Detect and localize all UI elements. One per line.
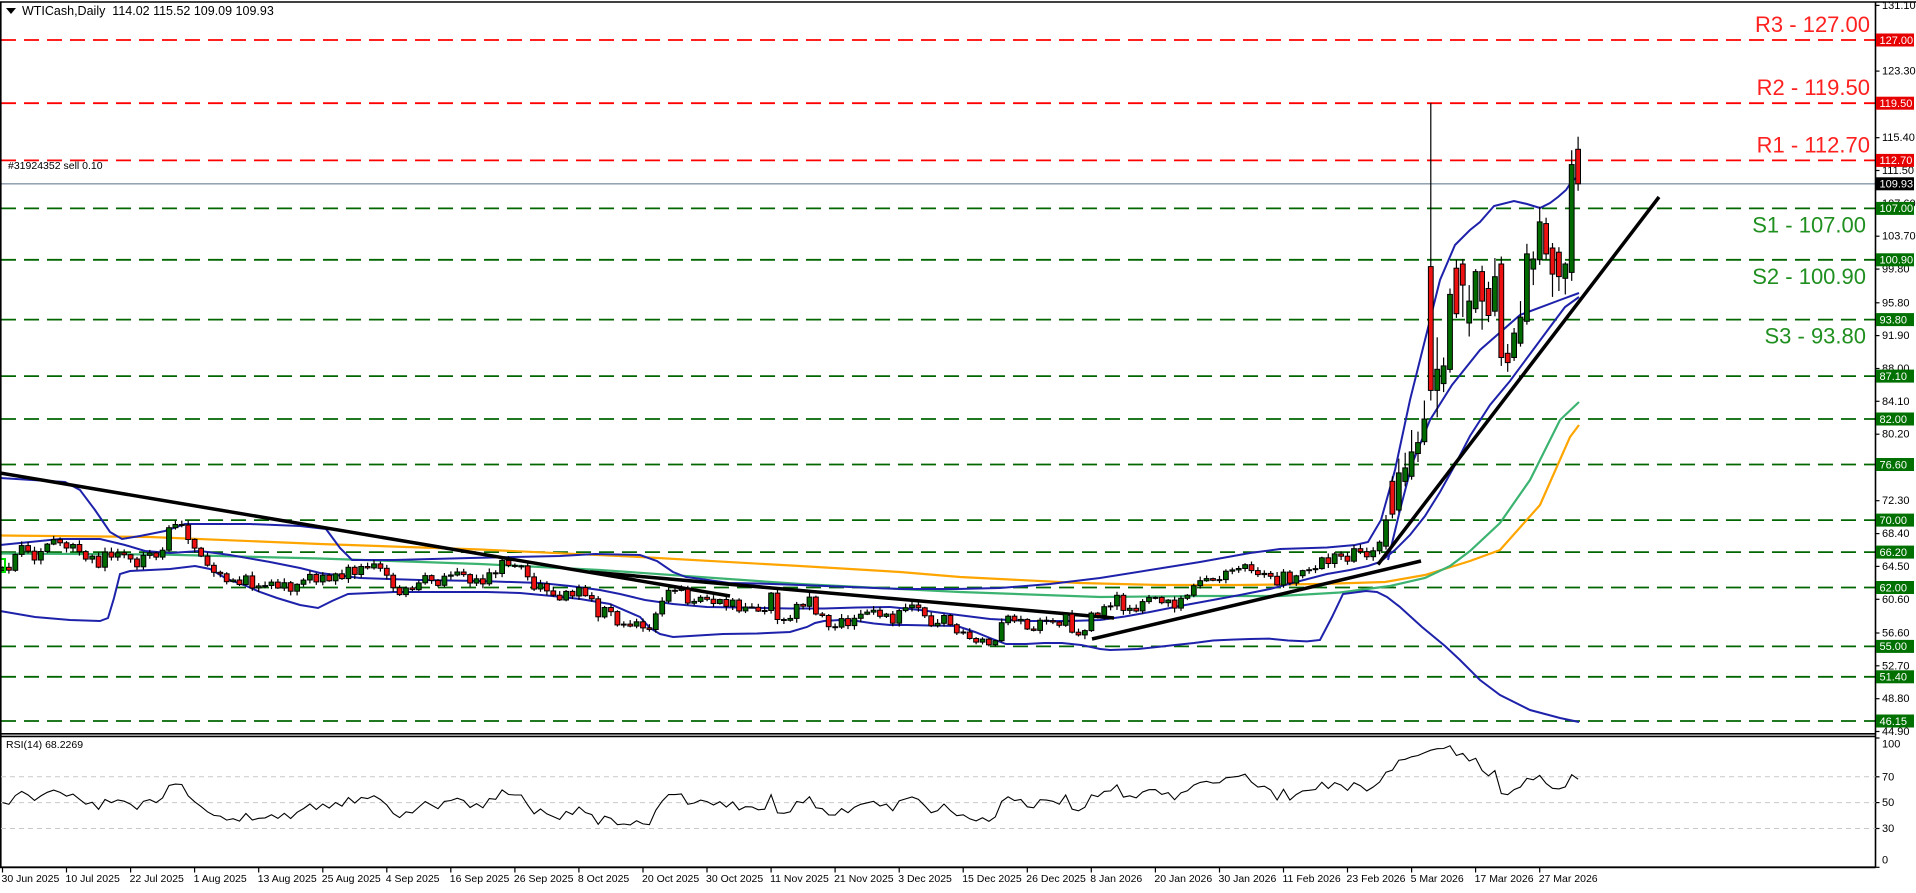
svg-text:131.10: 131.10 <box>1882 0 1916 12</box>
svg-text:109.93: 109.93 <box>1880 179 1914 191</box>
svg-text:82.00: 82.00 <box>1880 414 1908 426</box>
svg-text:13 Aug 2025: 13 Aug 2025 <box>258 873 317 885</box>
svg-text:R3 - 127.00: R3 - 127.00 <box>1755 12 1870 37</box>
svg-text:52.70: 52.70 <box>1882 660 1910 672</box>
svg-text:20 Jan 2026: 20 Jan 2026 <box>1154 873 1212 885</box>
svg-text:66.20: 66.20 <box>1880 547 1908 559</box>
svg-text:91.90: 91.90 <box>1882 330 1910 342</box>
svg-text:70.00: 70.00 <box>1880 515 1908 527</box>
svg-text:1 Aug 2025: 1 Aug 2025 <box>194 873 247 885</box>
svg-text:87.10: 87.10 <box>1880 371 1908 383</box>
svg-text:119.50: 119.50 <box>1880 98 1913 110</box>
svg-text:72.30: 72.30 <box>1882 495 1910 507</box>
svg-text:95.80: 95.80 <box>1882 297 1910 309</box>
svg-text:123.30: 123.30 <box>1882 66 1916 78</box>
svg-text:R2 - 119.50: R2 - 119.50 <box>1757 75 1870 100</box>
svg-text:56.60: 56.60 <box>1882 628 1910 640</box>
svg-text:80.20: 80.20 <box>1882 429 1910 441</box>
svg-text:27 Mar 2026: 27 Mar 2026 <box>1539 873 1598 885</box>
svg-text:103.70: 103.70 <box>1882 231 1916 243</box>
svg-text:8 Oct 2025: 8 Oct 2025 <box>578 873 630 885</box>
svg-text:WTICash,Daily 114.02 115.52 1: WTICash,Daily 114.02 115.52 109.09 109.9… <box>22 4 274 18</box>
svg-text:60.60: 60.60 <box>1882 594 1910 606</box>
svg-text:R1 - 112.70: R1 - 112.70 <box>1757 132 1870 157</box>
svg-text:30 Jan 2026: 30 Jan 2026 <box>1219 873 1277 885</box>
svg-text:30 Jun 2025: 30 Jun 2025 <box>2 873 60 885</box>
svg-text:16 Sep 2025: 16 Sep 2025 <box>450 873 510 885</box>
svg-text:23 Feb 2026: 23 Feb 2026 <box>1347 873 1406 885</box>
svg-text:76.60: 76.60 <box>1880 459 1908 471</box>
svg-text:100: 100 <box>1882 739 1900 751</box>
svg-text:62.00: 62.00 <box>1880 582 1908 594</box>
svg-text:11 Nov 2025: 11 Nov 2025 <box>770 873 829 885</box>
svg-text:4 Sep 2025: 4 Sep 2025 <box>386 873 440 885</box>
svg-text:11 Feb 2026: 11 Feb 2026 <box>1283 873 1341 885</box>
svg-text:10 Jul 2025: 10 Jul 2025 <box>66 873 120 885</box>
svg-text:8 Jan 2026: 8 Jan 2026 <box>1090 873 1142 885</box>
svg-text:111.50: 111.50 <box>1882 165 1914 177</box>
svg-text:50: 50 <box>1882 797 1894 809</box>
svg-text:RSI(14) 68.2269: RSI(14) 68.2269 <box>6 739 83 751</box>
svg-text:#31924352 sell 0.10: #31924352 sell 0.10 <box>8 160 103 172</box>
svg-text:44.90: 44.90 <box>1882 726 1910 738</box>
svg-text:51.40: 51.40 <box>1880 672 1908 684</box>
svg-text:48.80: 48.80 <box>1882 693 1910 705</box>
svg-text:127.00: 127.00 <box>1880 35 1914 47</box>
svg-text:115.40: 115.40 <box>1882 132 1915 144</box>
svg-text:26 Dec 2025: 26 Dec 2025 <box>1026 873 1086 885</box>
svg-text:30 Oct 2025: 30 Oct 2025 <box>706 873 763 885</box>
svg-text:0: 0 <box>1882 855 1888 867</box>
svg-text:70: 70 <box>1882 771 1894 783</box>
svg-text:22 Jul 2025: 22 Jul 2025 <box>130 873 184 885</box>
svg-text:46.15: 46.15 <box>1880 716 1908 728</box>
svg-text:5 Mar 2026: 5 Mar 2026 <box>1411 873 1464 885</box>
svg-text:64.50: 64.50 <box>1882 561 1910 573</box>
svg-text:S3 - 93.80: S3 - 93.80 <box>1764 324 1866 349</box>
svg-text:99.80: 99.80 <box>1882 264 1910 276</box>
svg-text:93.80: 93.80 <box>1880 314 1908 326</box>
svg-text:30: 30 <box>1882 823 1894 835</box>
svg-text:17 Mar 2026: 17 Mar 2026 <box>1475 873 1534 885</box>
svg-text:S1 - 107.00: S1 - 107.00 <box>1752 212 1866 237</box>
svg-text:107.00: 107.00 <box>1880 203 1914 215</box>
svg-text:55.00: 55.00 <box>1880 641 1908 653</box>
svg-text:100.90: 100.90 <box>1880 255 1914 267</box>
svg-text:20 Oct 2025: 20 Oct 2025 <box>642 873 699 885</box>
svg-text:21 Nov 2025: 21 Nov 2025 <box>834 873 894 885</box>
svg-text:15 Dec 2025: 15 Dec 2025 <box>962 873 1022 885</box>
svg-text:68.40: 68.40 <box>1882 528 1910 540</box>
svg-text:84.10: 84.10 <box>1882 396 1910 408</box>
svg-text:112.70: 112.70 <box>1880 155 1913 167</box>
svg-text:3 Dec 2025: 3 Dec 2025 <box>898 873 952 885</box>
svg-text:26 Sep 2025: 26 Sep 2025 <box>514 873 574 885</box>
svg-text:25 Aug 2025: 25 Aug 2025 <box>322 873 381 885</box>
svg-text:S2 - 100.90: S2 - 100.90 <box>1752 264 1866 289</box>
